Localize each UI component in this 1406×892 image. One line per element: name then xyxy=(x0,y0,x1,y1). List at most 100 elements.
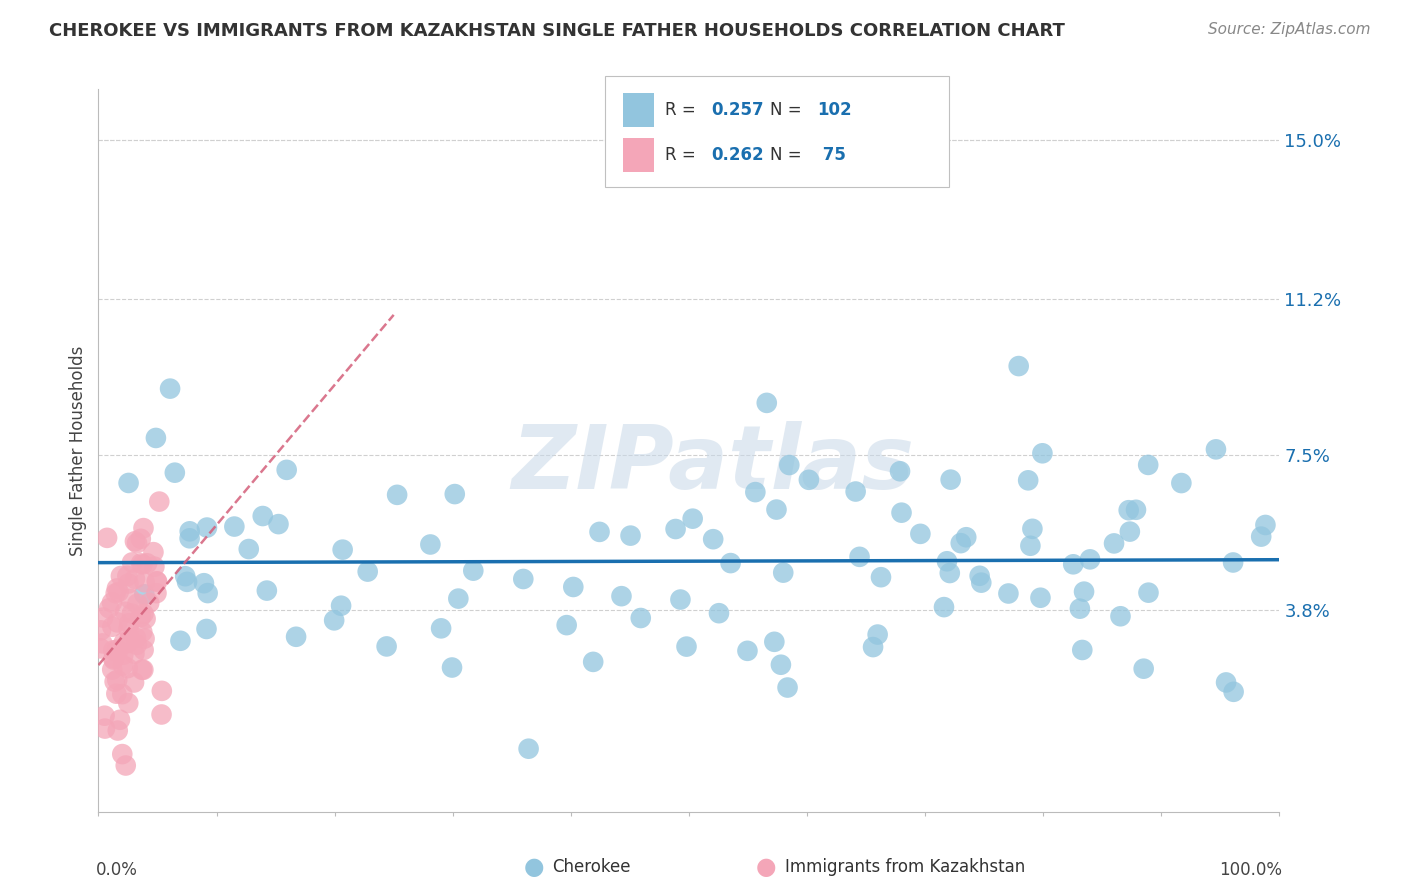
Point xyxy=(1125,503,1147,517)
Text: ZIPatlas: ZIPatlas xyxy=(510,421,914,508)
Point xyxy=(134,575,156,590)
Point xyxy=(889,464,911,478)
Text: R =: R = xyxy=(665,146,702,164)
Point xyxy=(150,707,173,722)
Text: 0.0%: 0.0% xyxy=(96,861,138,879)
Point xyxy=(121,556,143,570)
Point xyxy=(769,657,792,672)
Point xyxy=(103,651,125,665)
Point xyxy=(101,596,124,610)
Point xyxy=(1222,685,1244,699)
Text: ●: ● xyxy=(524,855,544,879)
Point xyxy=(132,643,155,657)
Point xyxy=(117,576,139,591)
Text: 100.0%: 100.0% xyxy=(1219,861,1282,879)
Point xyxy=(101,620,124,634)
Point xyxy=(419,537,441,551)
Point xyxy=(118,632,141,647)
Point xyxy=(430,621,453,635)
Point xyxy=(285,630,308,644)
Point xyxy=(744,485,766,500)
Point xyxy=(440,660,463,674)
Point xyxy=(195,622,218,636)
Point xyxy=(105,642,128,657)
Point xyxy=(267,517,290,532)
Point xyxy=(1119,524,1142,539)
Point xyxy=(105,687,128,701)
Point xyxy=(702,532,724,546)
Point xyxy=(111,687,134,701)
Point xyxy=(588,524,610,539)
Point xyxy=(112,658,135,673)
Point xyxy=(737,644,759,658)
Text: R =: R = xyxy=(665,101,702,119)
Point xyxy=(132,521,155,535)
Point xyxy=(1254,518,1277,533)
Point xyxy=(129,532,152,546)
Point xyxy=(443,487,465,501)
Point xyxy=(117,661,139,675)
Point xyxy=(197,586,219,600)
Point xyxy=(179,524,201,539)
Point xyxy=(256,583,278,598)
Point xyxy=(148,494,170,508)
Point xyxy=(1170,476,1192,491)
Text: 0.257: 0.257 xyxy=(711,101,763,119)
Point xyxy=(772,566,794,580)
Point xyxy=(910,526,932,541)
Point xyxy=(610,589,633,603)
Point xyxy=(104,586,127,600)
Point xyxy=(707,606,730,620)
Point xyxy=(1069,601,1091,615)
Point xyxy=(1029,591,1052,605)
Point xyxy=(1071,643,1094,657)
Point xyxy=(669,592,692,607)
Point xyxy=(447,591,470,606)
Point xyxy=(176,574,198,589)
Point xyxy=(862,640,884,654)
Point xyxy=(103,643,125,657)
Point xyxy=(1118,503,1140,517)
Point xyxy=(765,502,787,516)
Point xyxy=(955,530,977,544)
Point xyxy=(848,549,870,564)
Point xyxy=(1073,584,1095,599)
Point xyxy=(1008,359,1031,373)
Point xyxy=(135,612,157,626)
Point xyxy=(163,466,186,480)
Text: 75: 75 xyxy=(817,146,846,164)
Point xyxy=(939,566,962,580)
Point xyxy=(129,556,152,570)
Point xyxy=(136,557,159,571)
Point xyxy=(143,559,166,574)
Point xyxy=(375,640,398,654)
Point xyxy=(91,610,114,624)
Point xyxy=(131,663,153,677)
Point xyxy=(720,556,742,570)
Text: 102: 102 xyxy=(817,101,852,119)
Point xyxy=(107,585,129,599)
Point xyxy=(517,741,540,756)
Point xyxy=(332,542,354,557)
Point xyxy=(98,601,121,615)
Point xyxy=(134,632,156,646)
Text: Immigrants from Kazakhstan: Immigrants from Kazakhstan xyxy=(785,858,1025,876)
Point xyxy=(122,675,145,690)
Point xyxy=(357,565,380,579)
Point xyxy=(969,569,991,583)
Point xyxy=(1109,609,1132,624)
Point xyxy=(562,580,585,594)
Point xyxy=(110,569,132,583)
Point xyxy=(797,473,820,487)
Point xyxy=(1017,473,1039,487)
Point xyxy=(1019,539,1042,553)
Point xyxy=(124,534,146,549)
Point xyxy=(127,597,149,611)
Point xyxy=(145,586,167,600)
Point xyxy=(146,574,169,589)
Point xyxy=(107,644,129,658)
Point xyxy=(1031,446,1053,460)
Point xyxy=(512,572,534,586)
Text: Cherokee: Cherokee xyxy=(553,858,631,876)
Point xyxy=(114,605,136,619)
